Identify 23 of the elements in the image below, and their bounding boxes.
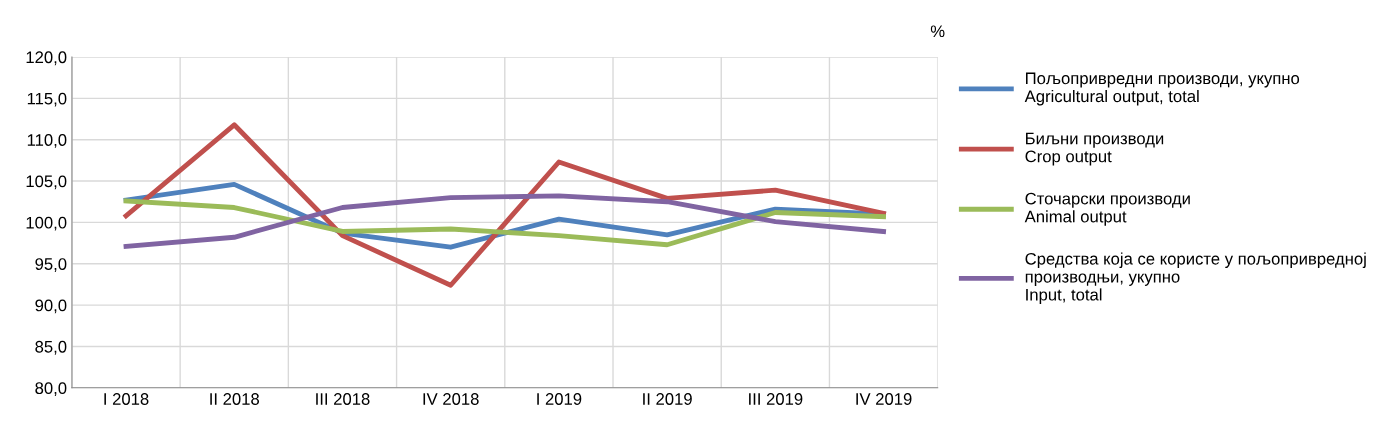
y-tick-label: 95,0 <box>35 258 67 272</box>
y-tick-label: 85,0 <box>35 340 67 355</box>
x-tick-label: I 2019 <box>537 393 582 405</box>
x-tick-label: II 2019 <box>643 393 692 405</box>
y-tick-label: 105,0 <box>26 175 67 190</box>
y-tick-label: 80,0 <box>35 382 67 396</box>
y-tick-label: 90,0 <box>35 299 67 314</box>
x-tick-label: III 2018 <box>316 393 370 405</box>
x-tick-label: I 2018 <box>104 393 149 405</box>
line-series <box>123 122 886 288</box>
x-tick-label: II 2018 <box>210 393 260 405</box>
y-axis-title: % <box>930 25 945 38</box>
x-tick-label: IV 2018 <box>423 393 479 405</box>
y-tick-label: 120,0 <box>26 51 67 66</box>
legend-label: Средства која се користе у пољопривредној производњи, укупно Input, total <box>1025 252 1366 304</box>
legend-label: Пољопривредни производи, укупно Agricultural output, total <box>1024 72 1300 106</box>
legend-label: Биљни производи Crop output <box>1025 132 1164 166</box>
y-tick-label: 100,0 <box>26 216 67 231</box>
x-tick-label: III 2019 <box>749 393 803 405</box>
y-tick-label: 110,0 <box>27 134 67 148</box>
legend-label: Сточарски производи Animal output <box>1024 192 1190 226</box>
y-tick-label: 115,0 <box>27 92 67 107</box>
x-tick-label: IV 2019 <box>856 393 912 405</box>
